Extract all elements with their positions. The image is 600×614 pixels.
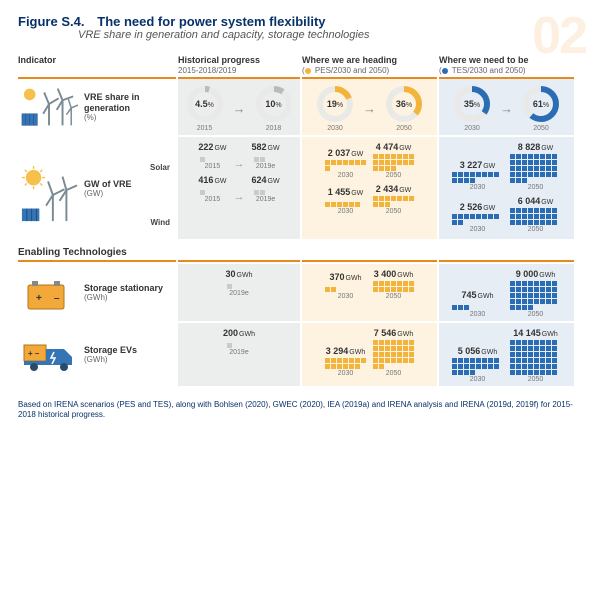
value-block: 9 000GWh 2050 (510, 269, 562, 318)
chapter-number: 02 (532, 6, 586, 66)
gw-vre-hist: 222GW 2015→ 582GW 2019e 416GW 2015→ 624G… (178, 137, 300, 239)
gw-vre-tes: 3 227GW 2030 8 828GW 2050 2 526GW 2030 6… (439, 137, 574, 239)
storage-ev-tes: 5 056GWh 2030 14 145GWh 2050 (439, 323, 574, 386)
row-storage-stationary: +– Storage stationary(GWh) 30GWh 2019e 3… (18, 264, 582, 321)
storage-stat-unit: (GWh) (84, 293, 163, 302)
value-block: 4 474GW 2050 (373, 142, 415, 179)
value-block: 200GWh 2019e (223, 328, 255, 356)
figure-subtitle: VRE share in generation and capacity, st… (78, 29, 582, 41)
gw-vre-unit: (GW) (84, 189, 132, 198)
storage-ev-pes: 3 294GWh 2030 7 546GWh 2050 (302, 323, 437, 386)
donut-chart: 61% (521, 84, 561, 124)
value-block: 3 400GWh 2050 (373, 269, 415, 300)
ev-truck-icon: + – (20, 333, 78, 377)
donut-chart: 36% (384, 84, 424, 124)
value-block: 7 546GWh 2050 (373, 328, 415, 377)
value-block: 3 227GW 2030 (452, 160, 504, 191)
svg-text:+: + (36, 293, 42, 304)
storage-stat-pes: 370GWh 2030 3 400GWh 2050 (302, 264, 437, 321)
figure-page: 02 Figure S.4. The need for power system… (0, 0, 600, 431)
value-block: 6 044GW 2050 (510, 196, 562, 233)
figure-heading: Figure S.4. The need for power system fl… (18, 14, 582, 29)
col-tes-sub: ( TES/2030 and 2050) (439, 66, 574, 75)
solar-sublabel: Solar (150, 163, 174, 172)
value-block: 2 037GW 2030 (325, 148, 367, 179)
storage-ev-label: Storage EVs (84, 345, 137, 355)
col-historical-sub: 2015-2018/2019 (178, 66, 300, 75)
donut-chart: 4.5% (185, 84, 225, 124)
vre-share-tes: 35% 2030→ 61% 2050 (439, 79, 574, 135)
value-block: 2 526GW 2030 (452, 202, 504, 233)
gw-vre-pes: 2 037GW 2030 4 474GW 2050 1 455GW 2030 2… (302, 137, 437, 239)
value-block: 624GW 2019e (252, 175, 280, 203)
pes-bullet-icon (305, 68, 311, 74)
col-indicator: Indicator (18, 55, 176, 66)
battery-icon: +– (20, 271, 78, 315)
storage-ev-unit: (GWh) (84, 355, 137, 364)
footnote: Based on IRENA scenarios (PES and TES), … (18, 400, 582, 421)
storage-ev-hist: 200GWh 2019e (178, 323, 300, 386)
svg-text:–: – (54, 293, 60, 304)
storage-stat-hist: 30GWh 2019e (178, 264, 300, 321)
donut-chart: 10% (254, 84, 294, 124)
value-block: 370GWh 2030 (325, 272, 367, 300)
vre-share-pes: 19% 2030→ 36% 2050 (302, 79, 437, 135)
value-block: 745GWh 2030 (452, 290, 504, 318)
value-block: 8 828GW 2050 (510, 142, 562, 191)
vre-share-hist: 4.5% 2015→ 10% 2018 (178, 79, 300, 135)
value-block: 1 455GW 2030 (325, 187, 367, 215)
figure-label: Figure S.4. (18, 14, 84, 29)
wind-sublabel: Wind (150, 218, 174, 227)
col-pes-sub: ( PES/2030 and 2050) (302, 66, 437, 75)
wind-solar-icon-2 (20, 155, 78, 235)
storage-stat-label: Storage stationary (84, 283, 163, 293)
value-block: 30GWh 2019e (226, 269, 253, 297)
value-block: 222GW 2015 (198, 142, 226, 170)
value-block: 2 434GW 2050 (373, 184, 415, 215)
vre-share-label: VRE share in generation (84, 92, 174, 113)
value-block: 3 294GWh 2030 (325, 346, 367, 377)
row-storage-ev: + – Storage EVs(GWh) 200GWh 2019e 3 294G… (18, 323, 582, 386)
svg-text:+ –: + – (28, 349, 40, 358)
enabling-tech-divider (18, 246, 582, 262)
figure-title: The need for power system flexibility (97, 14, 325, 29)
value-block: 14 145GWh 2050 (510, 328, 562, 383)
col-historical: Historical progress (178, 55, 300, 66)
row-vre-share: VRE share in generation(%) 4.5% 2015→ 10… (18, 79, 582, 135)
storage-stat-tes: 745GWh 2030 9 000GWh 2050 (439, 264, 574, 321)
tes-bullet-icon (442, 68, 448, 74)
donut-chart: 19% (315, 84, 355, 124)
header-row: Indicator Historical progress2015-2018/2… (18, 55, 582, 79)
gw-vre-label: GW of VRE (84, 179, 132, 189)
col-pes: Where we are heading (302, 55, 437, 66)
value-block: 416GW 2015 (198, 175, 226, 203)
value-block: 5 056GWh 2030 (452, 346, 504, 383)
donut-chart: 35% (452, 84, 492, 124)
vre-share-unit: (%) (84, 113, 174, 122)
row-gw-vre: GW of VRE(GW) Solar Wind 222GW 2015→ 582… (18, 137, 582, 239)
wind-solar-icon (20, 84, 78, 130)
value-block: 582GW 2019e (252, 142, 280, 170)
